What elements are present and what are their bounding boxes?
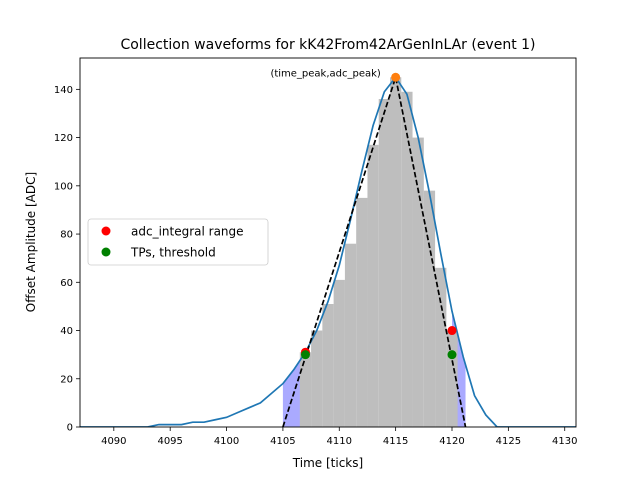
histogram (299, 77, 458, 427)
legend-label-tps-threshold: TPs, threshold (130, 246, 216, 260)
x-axis: 4090 4095 4100 4105 4110 4115 4120 4125 4130 (101, 427, 577, 447)
histogram-bar-2 (322, 304, 334, 427)
y-tick-label: 140 (54, 85, 73, 96)
histogram-bar-9 (401, 91, 413, 427)
histogram-bar-0 (299, 352, 312, 427)
y-tick-label: 80 (60, 230, 73, 241)
histogram-bar-3 (333, 279, 345, 427)
x-tick-label: 4090 (101, 436, 126, 447)
legend-marker-tps-threshold (101, 247, 111, 257)
histogram-bar-11 (423, 190, 436, 427)
histogram-bar-7 (378, 99, 390, 427)
histogram-bar-1 (311, 330, 323, 427)
histogram-bar-5 (356, 197, 368, 427)
legend-marker-adc-integral-range (101, 226, 111, 236)
x-tick-label: 4115 (383, 436, 408, 447)
y-tick-label: 120 (54, 133, 73, 144)
tp-threshold-marker-0 (300, 350, 310, 360)
y-tick-label: 60 (60, 278, 73, 289)
x-tick-label: 4100 (214, 436, 239, 447)
y-tick-label: 20 (60, 374, 73, 385)
y-tick-label: 0 (67, 423, 73, 434)
x-tick-label: 4125 (496, 436, 521, 447)
x-tick-label: 4120 (439, 436, 464, 447)
peak-marker (391, 72, 401, 82)
y-axis-label: Offset Amplitude [ADC] (24, 172, 38, 312)
legend-box (87, 218, 269, 266)
plot-area (80, 72, 576, 427)
markers (300, 72, 457, 360)
triangle-fit-line (282, 73, 467, 427)
histogram-bar-13 (446, 330, 458, 427)
y-tick-label: 40 (60, 326, 73, 337)
legend: adc_integral range TPs, threshold (87, 218, 269, 266)
histogram-bar-10 (412, 137, 424, 427)
x-axis-label: Time [ticks] (292, 456, 363, 470)
chart-title: Collection waveforms for kK42From42ArGen… (120, 37, 535, 53)
histogram-bar-6 (367, 144, 379, 427)
y-axis: 0 20 40 60 80 100 120 140 (54, 85, 80, 434)
waveform-line (80, 75, 576, 427)
x-tick-label: 4110 (327, 436, 352, 447)
peak-annotation: (time_peak,adc_peak) (270, 68, 380, 79)
x-tick-label: 4095 (157, 436, 182, 447)
histogram-bar-4 (344, 243, 357, 427)
histogram-bar-12 (435, 267, 447, 427)
x-tick-label: 4130 (552, 436, 577, 447)
x-tick-label: 4105 (270, 436, 295, 447)
adc-integral-range-marker-1 (447, 326, 457, 336)
plot-frame (79, 57, 577, 428)
tp-threshold-marker-1 (447, 350, 457, 360)
legend-label-adc-integral-range: adc_integral range (131, 225, 244, 239)
y-tick-label: 100 (54, 181, 73, 192)
histogram-bar-8 (390, 77, 402, 427)
